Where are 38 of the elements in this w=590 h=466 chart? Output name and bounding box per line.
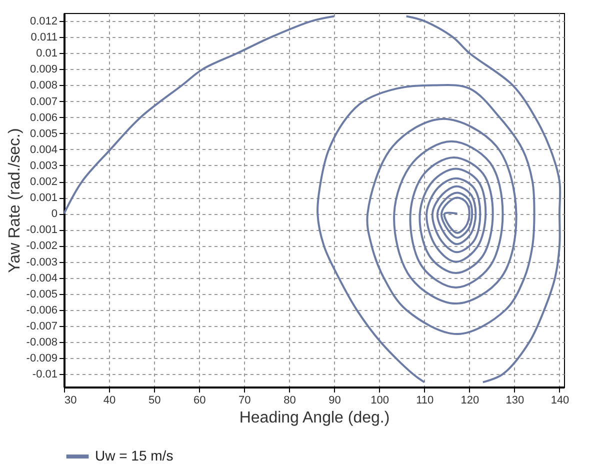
x-tick-label: 120 [460, 394, 480, 406]
y-tick-label: 0.008 [30, 80, 58, 92]
y-tick-label: 0 [51, 208, 58, 220]
y-tick-label: 0.003 [30, 160, 58, 172]
x-tick-label: 40 [103, 394, 116, 406]
x-axis-title: Heading Angle (deg.) [239, 410, 390, 426]
y-tick-label: 0.011 [30, 32, 58, 44]
x-tick-label: 60 [194, 394, 206, 406]
y-tick-label: -0.01 [32, 368, 58, 381]
x-tick-label: 50 [148, 394, 161, 406]
x-tick-label: 30 [64, 394, 77, 406]
x-tick-label: 130 [506, 394, 524, 406]
y-tick-label: 0.005 [30, 128, 58, 140]
y-axis-title: Yaw Rate (rad./sec.) [6, 128, 24, 273]
x-tick-label: 90 [328, 394, 341, 406]
y-tick-label: -0.004 [26, 272, 58, 284]
y-tick-label: -0.003 [26, 256, 58, 268]
y-tick-label: 0.004 [30, 144, 58, 156]
y-tick-label: -0.007 [26, 320, 58, 333]
y-tick-label: -0.001 [26, 224, 58, 236]
y-tick-label: -0.005 [26, 288, 58, 300]
x-tick-label: 110 [416, 394, 434, 406]
y-tick-label: -0.009 [26, 352, 58, 365]
y-tick-label: 0.002 [30, 176, 58, 188]
y-tick-label: 0.007 [30, 96, 58, 108]
y-tick-label: 0.009 [30, 64, 58, 76]
y-tick-label: -0.006 [26, 304, 58, 316]
legend-label: Uw = 15 m/s [95, 448, 174, 464]
x-tick-label: 140 [550, 394, 570, 406]
x-tick-label: 100 [370, 394, 389, 406]
y-tick-label: 0.01 [36, 48, 58, 60]
y-tick-label: 0.001 [30, 192, 58, 204]
y-tick-label: -0.002 [26, 240, 58, 252]
y-tick-label: -0.008 [26, 336, 58, 349]
y-tick-label: 0.006 [30, 112, 58, 124]
x-tick-label: 70 [238, 394, 251, 406]
y-tick-label: 0.012 [30, 16, 58, 28]
x-tick-label: 80 [284, 394, 296, 406]
